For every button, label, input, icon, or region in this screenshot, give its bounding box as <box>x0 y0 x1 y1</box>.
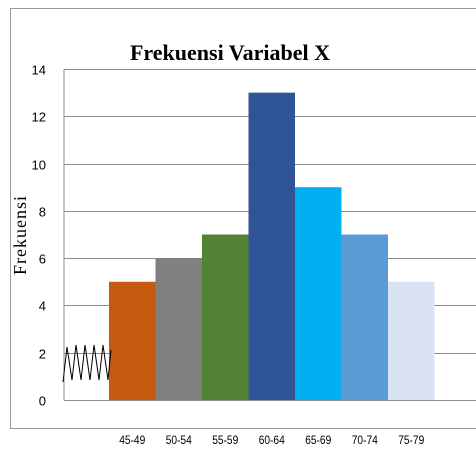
y-axis-label: Frekuensi <box>10 195 30 275</box>
chart-title: Frekuensi Variabel X <box>130 40 330 65</box>
x-tick-label: 50-54 <box>166 434 192 447</box>
y-tick-label: 4 <box>39 299 46 314</box>
y-tick-label: 14 <box>32 63 46 78</box>
y-tick-label: 6 <box>39 252 46 267</box>
y-tick-label: 0 <box>39 394 46 409</box>
bar-50-54 <box>155 258 202 400</box>
x-tick-label: 70-74 <box>352 434 378 447</box>
y-tick-label: 2 <box>39 347 46 362</box>
x-tick-label: 60-64 <box>259 434 285 447</box>
x-tick-label: 65-69 <box>305 434 331 447</box>
x-tick-label: 75-79 <box>398 434 424 447</box>
chart-frame <box>10 8 476 429</box>
bar-55-59 <box>202 234 249 400</box>
bar-65-69 <box>295 187 342 400</box>
bar-45-49 <box>109 281 156 400</box>
bars <box>109 92 435 401</box>
x-tick-label: 55-59 <box>212 434 238 447</box>
bar-75-79 <box>388 281 435 400</box>
bar-70-74 <box>341 234 388 400</box>
bar-60-64 <box>248 92 295 401</box>
y-tick-label: 12 <box>32 110 46 125</box>
x-tick-label: 45-49 <box>119 434 145 447</box>
axis-break-zigzag <box>62 344 112 383</box>
y-axis-ticks: 0 2 4 6 8 10 12 14 <box>32 63 46 409</box>
y-tick-label: 8 <box>39 205 46 220</box>
x-axis-ticks: 45-49 50-54 55-59 60-64 65-69 70-74 75-79 <box>119 434 424 447</box>
y-tick-label: 10 <box>32 158 46 173</box>
